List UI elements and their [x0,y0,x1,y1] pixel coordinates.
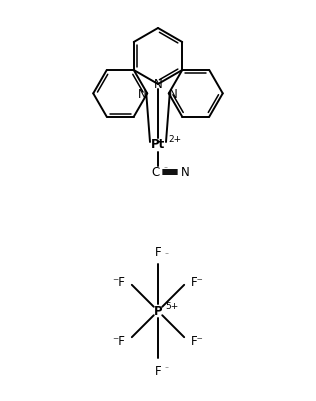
Text: P: P [154,305,162,318]
Text: 5+: 5+ [165,302,178,311]
Text: N: N [169,88,178,101]
Text: F⁻: F⁻ [191,334,204,347]
Text: ⁻: ⁻ [164,364,168,373]
Text: 2+: 2+ [168,135,181,144]
Text: F: F [155,364,161,377]
Text: ⁻F: ⁻F [112,334,125,347]
Text: ⁻F: ⁻F [112,275,125,288]
Text: ⁻: ⁻ [164,250,168,259]
Text: Pt: Pt [151,138,165,151]
Text: N: N [181,166,190,179]
Text: F⁻: F⁻ [191,275,204,288]
Text: ⁻: ⁻ [163,164,167,173]
Text: F: F [155,245,161,258]
Text: N: N [154,78,162,91]
Text: N: N [138,88,147,101]
Text: C: C [152,166,160,179]
